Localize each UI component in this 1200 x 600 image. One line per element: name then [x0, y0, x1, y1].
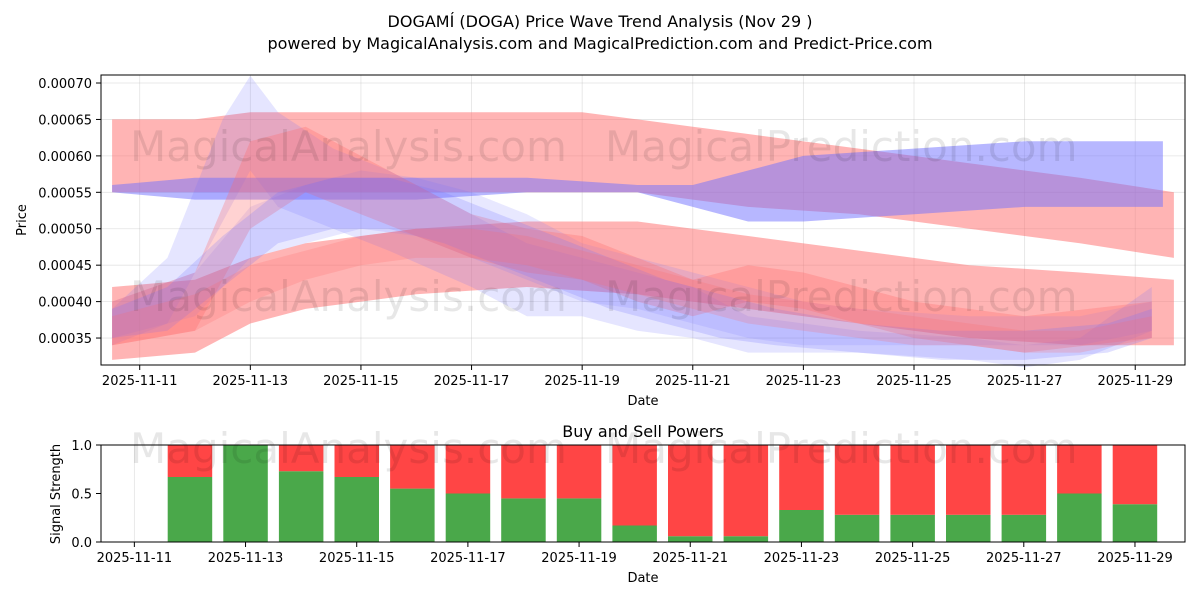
buy-power-bar: [668, 536, 713, 542]
sell-power-bar: [556, 445, 602, 499]
power-x-tick-label: 2025-11-29: [1097, 551, 1173, 566]
power-x-label: Date: [627, 571, 658, 586]
buy-power-bar: [890, 514, 935, 542]
price-y-label: Price: [15, 204, 30, 236]
power-x-tick-label: 2025-11-13: [208, 551, 284, 566]
watermark-6: MagicalPrediction.com: [605, 424, 1078, 473]
price-wave-band-2: [112, 141, 1163, 222]
sell-power-bar: [278, 445, 324, 472]
power-x-tick-label: 2025-11-15: [319, 551, 395, 566]
price-wave-band-4: [112, 75, 1152, 368]
sell-power-bar: [668, 445, 713, 537]
buy-power-bar: [334, 477, 379, 542]
buy-power-bar: [1057, 493, 1102, 542]
price-x-tick-label: 2025-11-19: [544, 374, 620, 389]
sell-power-bar: [334, 445, 379, 477]
buy-power-bar: [723, 536, 769, 542]
price-x-tick-label: 2025-11-23: [766, 374, 842, 389]
power-x-tick-label: 2025-11-11: [97, 551, 173, 566]
price-wave-band-8: [112, 228, 1152, 353]
price-x-tick-label: 2025-11-25: [876, 374, 952, 389]
watermark-3: MagicalAnalysis.com: [130, 272, 567, 321]
price-y-tick-label: 0.00055: [38, 186, 92, 201]
buy-power-bar: [834, 514, 880, 542]
buy-power-bar: [501, 498, 546, 542]
sell-power-bar: [1001, 445, 1047, 515]
sell-power-bar: [1112, 445, 1158, 505]
sell-power-bar: [946, 445, 991, 515]
buy-power-bar: [612, 525, 657, 542]
sell-power-bar: [723, 445, 769, 537]
price-y-ticks: 0.00035 0.00040 0.00045 0.00050 0.00055 0.000…: [38, 77, 101, 347]
price-watermarks: MagicalAnalysis.com MagicalPrediction.co…: [130, 122, 1078, 321]
watermark-4: MagicalPrediction.com: [605, 272, 1078, 321]
power-plot: Buy and Sell Powers MagicalAnalysis.com …: [49, 422, 1186, 586]
sell-power-bar: [834, 445, 880, 515]
power-x-tick-label: 2025-11-25: [875, 551, 951, 566]
power-x-ticks: 2025-11-11 2025-11-13 2025-11-15 2025-11-17…: [97, 542, 1173, 566]
power-y-tick-label: 0.0: [71, 536, 92, 551]
price-wave-band-5: [112, 170, 1152, 346]
price-x-tick-label: 2025-11-21: [655, 374, 731, 389]
price-x-tick-label: 2025-11-17: [434, 374, 510, 389]
buy-power-bar: [278, 471, 324, 542]
price-y-tick-label: 0.00045: [38, 259, 92, 274]
price-y-tick-label: 0.00065: [38, 113, 92, 128]
price-x-tick-label: 2025-11-27: [987, 374, 1063, 389]
price-y-tick-label: 0.00060: [38, 150, 92, 165]
power-watermarks: MagicalAnalysis.com MagicalPrediction.co…: [130, 424, 1078, 473]
sell-power-bar: [167, 445, 213, 477]
buy-power-bar: [167, 477, 213, 542]
price-y-tick-label: 0.00070: [38, 77, 92, 92]
sell-power-bar: [890, 445, 935, 515]
sell-power-bar: [390, 445, 435, 489]
buy-power-bar: [1112, 504, 1158, 542]
price-y-tick-label: 0.00040: [38, 296, 92, 311]
watermark-5: MagicalAnalysis.com: [130, 424, 567, 473]
price-plot-frame: [100, 74, 1186, 366]
price-x-tick-label: 2025-11-11: [102, 374, 178, 389]
sell-power-bar: [612, 445, 657, 526]
price-wave-band-7: [112, 177, 1152, 360]
watermark-2: MagicalPrediction.com: [605, 122, 1078, 171]
watermark-1: MagicalAnalysis.com: [130, 122, 567, 171]
price-wave-plot: MagicalAnalysis.com MagicalPrediction.co…: [15, 74, 1186, 409]
price-x-tick-label: 2025-11-13: [213, 374, 289, 389]
power-y-tick-label: 0.5: [71, 488, 92, 503]
power-x-tick-label: 2025-11-19: [541, 551, 617, 566]
power-x-tick-label: 2025-11-21: [652, 551, 728, 566]
buy-power-bar: [223, 445, 268, 542]
sell-power-bar: [501, 445, 546, 499]
power-y-label: Signal Strength: [49, 444, 64, 544]
buy-power-bar: [946, 514, 991, 542]
price-x-tick-label: 2025-11-15: [323, 374, 399, 389]
chart-title: DOGAMÍ (DOGA) Price Wave Trend Analysis …: [388, 12, 813, 31]
power-y-tick-label: 1.0: [71, 439, 92, 454]
chart-subtitle: powered by MagicalAnalysis.com and Magic…: [267, 34, 932, 53]
sell-power-bar: [1057, 445, 1102, 494]
power-y-ticks: 0.0 0.5 1.0: [71, 439, 101, 551]
price-waves: [112, 75, 1174, 368]
price-x-ticks: 2025-11-11 2025-11-13 2025-11-15 2025-11-17…: [102, 365, 1173, 389]
power-x-tick-label: 2025-11-23: [764, 551, 840, 566]
price-x-tick-label: 2025-11-29: [1097, 374, 1173, 389]
power-x-tick-label: 2025-11-17: [430, 551, 506, 566]
power-x-tick-label: 2025-11-27: [986, 551, 1062, 566]
buy-power-bar: [779, 510, 824, 542]
sell-power-bar: [779, 445, 824, 510]
buy-power-bar: [390, 488, 435, 542]
buy-power-bar: [556, 498, 602, 542]
buy-power-bar: [445, 493, 491, 542]
power-title: Buy and Sell Powers: [562, 422, 724, 441]
price-wave-band-6: [112, 126, 1152, 353]
price-y-tick-label: 0.00050: [38, 223, 92, 238]
sell-power-bar: [445, 445, 491, 494]
price-wave-band-3: [112, 221, 1174, 360]
price-x-label: Date: [627, 394, 658, 409]
price-y-tick-label: 0.00035: [38, 332, 92, 347]
buy-power-bar: [1001, 514, 1047, 542]
power-bars: [167, 445, 1158, 542]
